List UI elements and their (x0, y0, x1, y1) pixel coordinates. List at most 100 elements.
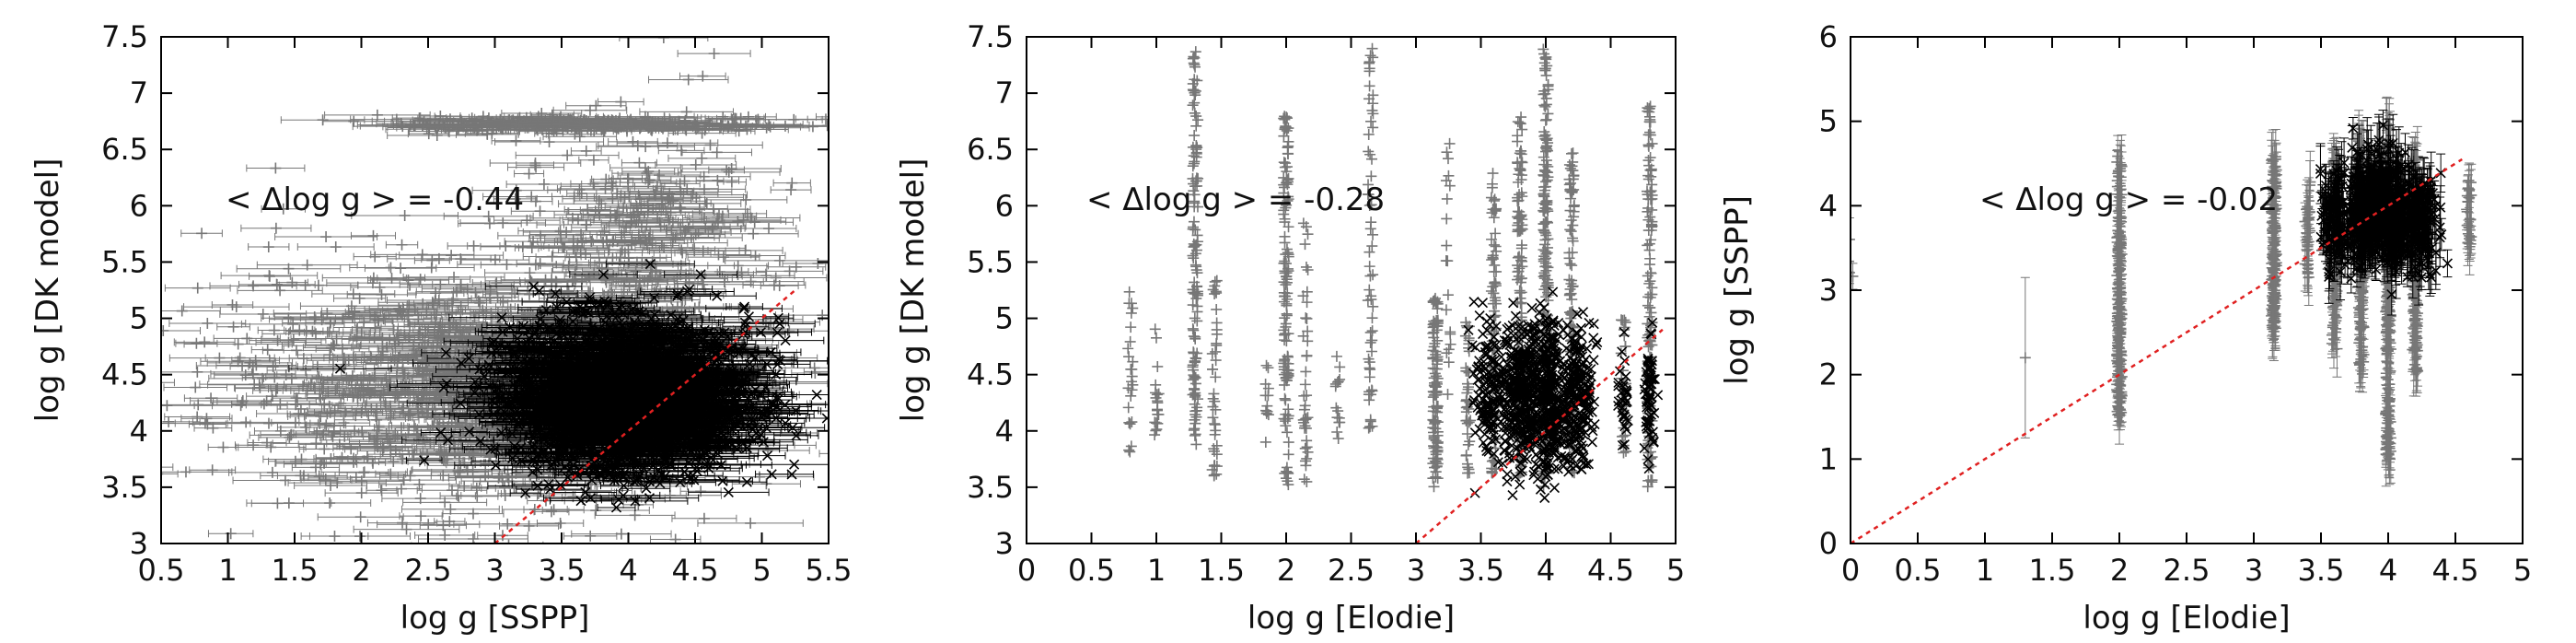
data-point (257, 308, 269, 320)
data-point (335, 556, 346, 567)
data-point (331, 477, 343, 489)
data-point (481, 306, 493, 318)
data-point (845, 398, 856, 409)
data-point (298, 409, 310, 421)
data-point (711, 146, 723, 158)
data-point (225, 528, 237, 540)
data-point (454, 466, 466, 478)
data-point (199, 417, 211, 429)
data-point (230, 301, 242, 313)
data-point (395, 483, 407, 495)
data-point (327, 339, 339, 351)
error-bar (795, 378, 829, 386)
data-point (763, 223, 775, 235)
data-point (272, 334, 284, 346)
data-point (368, 371, 380, 383)
data-point (377, 333, 389, 345)
data-point (473, 561, 484, 572)
data-point (676, 244, 688, 256)
data-point (319, 457, 331, 469)
data-point (163, 415, 175, 427)
data-point (309, 328, 321, 340)
error-bar (837, 346, 874, 354)
data-point (444, 516, 456, 528)
data-point (689, 302, 701, 314)
data-point (844, 123, 855, 134)
data-point (725, 176, 737, 188)
data-point (680, 106, 692, 118)
data-point (227, 321, 239, 333)
data-point (523, 168, 535, 180)
data-point (368, 434, 380, 446)
data-point (400, 386, 412, 398)
data-point (315, 392, 327, 404)
data-point (271, 278, 283, 290)
data-point (540, 274, 551, 286)
data-point (409, 304, 421, 316)
data-point (277, 203, 289, 215)
data-point (467, 532, 479, 544)
data-point (510, 184, 522, 196)
data-point (375, 351, 387, 363)
data-point (689, 242, 701, 254)
data-point (398, 303, 410, 315)
data-point (398, 474, 410, 486)
data-point (497, 217, 509, 229)
error-bar (161, 470, 179, 478)
data-point (202, 317, 214, 329)
data-point (543, 136, 555, 148)
data-point (735, 112, 747, 124)
data-point (199, 336, 211, 348)
data-point (298, 470, 310, 482)
data-point (317, 114, 329, 126)
data-point (433, 294, 445, 306)
error-bar (161, 419, 176, 427)
data-point (439, 497, 451, 509)
data-point (355, 487, 367, 499)
data-point (388, 456, 400, 468)
data-point (470, 482, 482, 494)
data-point (397, 517, 409, 529)
data-point (507, 539, 510, 544)
data-point (523, 520, 535, 532)
data-point (629, 509, 641, 521)
data-point (191, 282, 203, 294)
data-point (708, 48, 720, 60)
data-point (721, 164, 733, 176)
data-point (641, 168, 653, 180)
data-point (501, 259, 513, 271)
data-point (657, 37, 669, 44)
data-point (587, 178, 599, 190)
data-point (472, 295, 484, 307)
error-bar (852, 191, 891, 198)
data-point (812, 257, 824, 269)
data-point (285, 372, 297, 384)
data-point (534, 205, 546, 217)
data-point (290, 345, 302, 357)
data-point (396, 239, 408, 251)
data-point (489, 254, 501, 266)
data-point (350, 472, 362, 484)
data-point (299, 279, 311, 291)
data-point (331, 333, 342, 345)
data-point (287, 318, 299, 330)
error-bar (809, 399, 829, 407)
data-point (385, 440, 397, 452)
data-point (311, 361, 323, 373)
data-point (467, 508, 479, 520)
data-point (461, 283, 473, 295)
data-point (267, 361, 279, 373)
data-point (310, 438, 322, 450)
data-point (367, 229, 379, 241)
data-point (534, 258, 546, 270)
data-point (295, 403, 307, 415)
data-point (388, 324, 400, 336)
data-point (379, 397, 391, 409)
data-point (320, 419, 332, 431)
data-point (849, 445, 860, 456)
data-point (348, 456, 360, 468)
data-point (402, 275, 414, 286)
data-point (385, 412, 397, 424)
data-point (333, 438, 345, 450)
